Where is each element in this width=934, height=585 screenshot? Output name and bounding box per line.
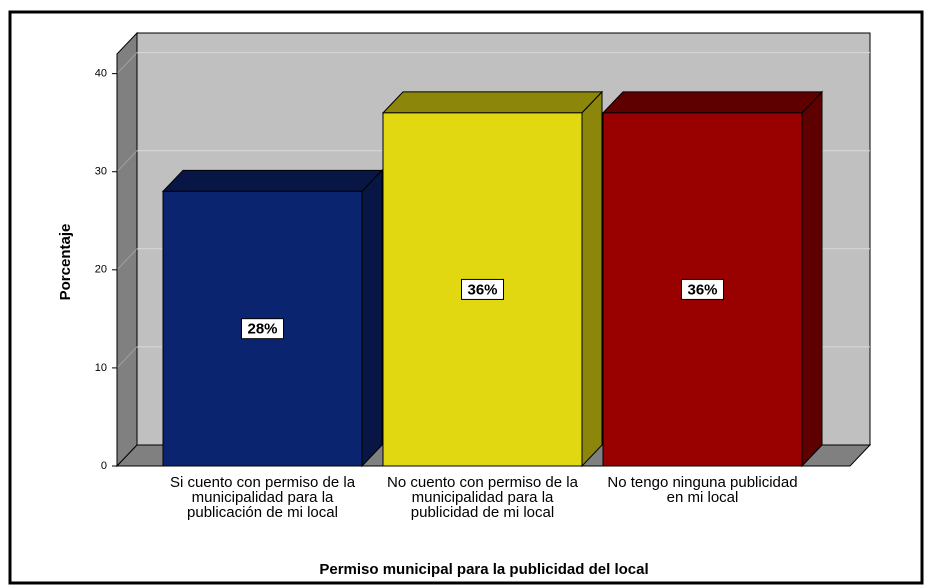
value-label: 28% [247,321,277,338]
bar-top [161,169,384,192]
x-tick-label: No cuento con permiso de la municipalida… [387,474,578,521]
y-tick-label: 20 [95,264,107,276]
bar-side [361,169,383,468]
grid-line [116,52,138,74]
grid-line [116,248,138,271]
value-label-box [241,318,284,340]
y-tick-label: 30 [95,166,107,178]
side-wall [116,31,138,468]
value-label: 36% [467,281,497,298]
grid-line [116,150,138,173]
value-label-box [681,278,724,300]
y-tick-label: 10 [95,362,107,374]
value-label-box [461,278,504,300]
y-axis-title: Porcentaje [57,224,74,301]
y-tick-label: 0 [101,460,107,472]
bar-side [581,90,603,468]
value-label: 36% [687,281,717,298]
y-tick-label: 40 [95,68,107,80]
x-tick-label: Si cuento con permiso de la municipalida… [169,474,356,521]
bar-side [801,90,823,468]
grid-line [116,346,138,369]
x-tick-label: No tengo ninguna publicidad en mi local [607,474,798,506]
bar-top [381,91,604,114]
bar-top [601,91,824,114]
x-axis-title: Permiso municipal para la publicidad del… [319,561,648,578]
frame [8,10,924,585]
